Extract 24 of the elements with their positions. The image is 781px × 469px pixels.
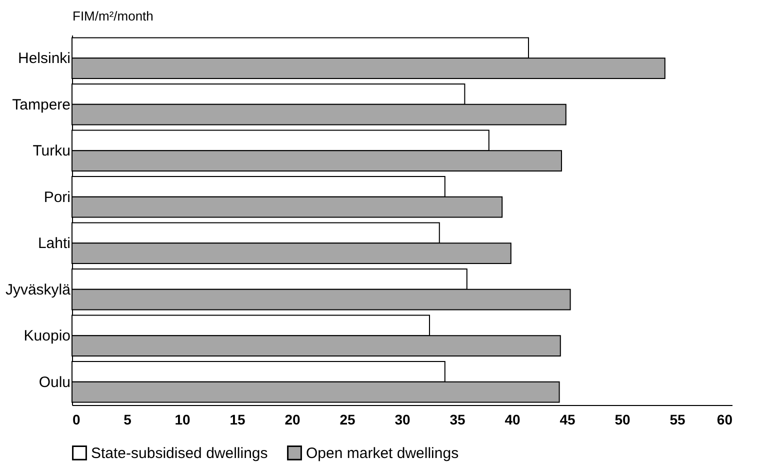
x-tick-label: 55: [670, 412, 686, 428]
legend-label: State-subsidised dwellings: [91, 444, 268, 462]
x-tick-label: 5: [124, 412, 132, 428]
x-tick-label: 50: [614, 412, 630, 428]
x-tick-label: 0: [72, 412, 80, 428]
y-tick-label: Helsinki: [18, 50, 70, 68]
y-tick-label: Kuopio: [24, 328, 70, 345]
x-tick-label: 45: [560, 412, 576, 428]
x-tick-label: 20: [284, 412, 300, 428]
x-tick-label: 10: [174, 412, 190, 428]
x-tick-label: 35: [450, 412, 466, 428]
y-tick-label: Lahti: [38, 235, 70, 252]
y-tick-label: Pori: [44, 188, 70, 206]
legend-label: Open market dwellings: [306, 444, 459, 462]
x-tick-label: 30: [394, 412, 410, 428]
y-tick-label: Tampere: [12, 96, 70, 114]
y-tick-label: Oulu: [38, 374, 70, 391]
x-tick-label: 40: [504, 412, 520, 428]
x-tick-label: 25: [340, 412, 356, 428]
y-tick-label: Jyväskylä: [5, 281, 72, 298]
x-tick-label: 60: [716, 412, 733, 428]
y-tick-label: Turku: [32, 142, 70, 160]
x-tick-label: 15: [230, 412, 246, 428]
y-axis-title: FIM/m²/month: [72, 8, 154, 24]
